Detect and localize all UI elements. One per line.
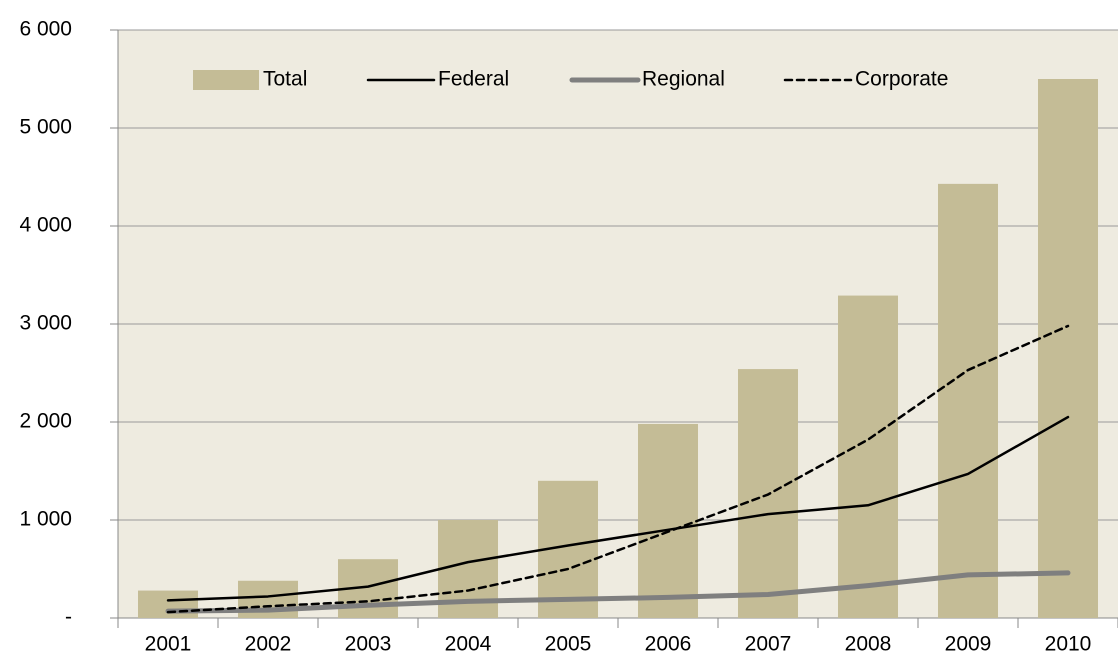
y-tick-label: 5 000: [19, 116, 72, 139]
x-tick-label: 2003: [345, 633, 392, 656]
y-tick-label: 3 000: [19, 312, 72, 335]
legend-swatch: [193, 70, 259, 90]
x-tick-label: 2010: [1045, 633, 1092, 656]
legend-label: Federal: [438, 68, 509, 91]
legend-label: Regional: [642, 68, 725, 91]
bar: [838, 295, 898, 618]
x-tick-label: 2008: [845, 633, 892, 656]
x-tick-label: 2001: [145, 633, 192, 656]
y-tick-label: -: [65, 606, 72, 629]
x-tick-label: 2004: [445, 633, 492, 656]
bar: [938, 183, 998, 619]
line-series: [165, 570, 1071, 614]
y-tick-label: 4 000: [19, 214, 72, 237]
legend-label: Corporate: [855, 68, 948, 91]
bar: [1038, 79, 1098, 618]
x-tick-label: 2006: [645, 633, 692, 656]
x-tick-label: 2009: [945, 633, 992, 656]
x-tick-label: 2007: [745, 633, 792, 656]
x-tick-label: 2005: [545, 633, 592, 656]
y-tick-label: 1 000: [19, 508, 72, 531]
x-tick-label: 2002: [245, 633, 292, 656]
line-series: [166, 415, 1070, 602]
line-series: [166, 324, 1070, 614]
y-tick-label: 2 000: [19, 410, 72, 433]
legend-label: Total: [263, 68, 307, 91]
y-tick-label: 6 000: [19, 18, 72, 41]
bar: [138, 590, 198, 618]
bar: [638, 423, 698, 618]
